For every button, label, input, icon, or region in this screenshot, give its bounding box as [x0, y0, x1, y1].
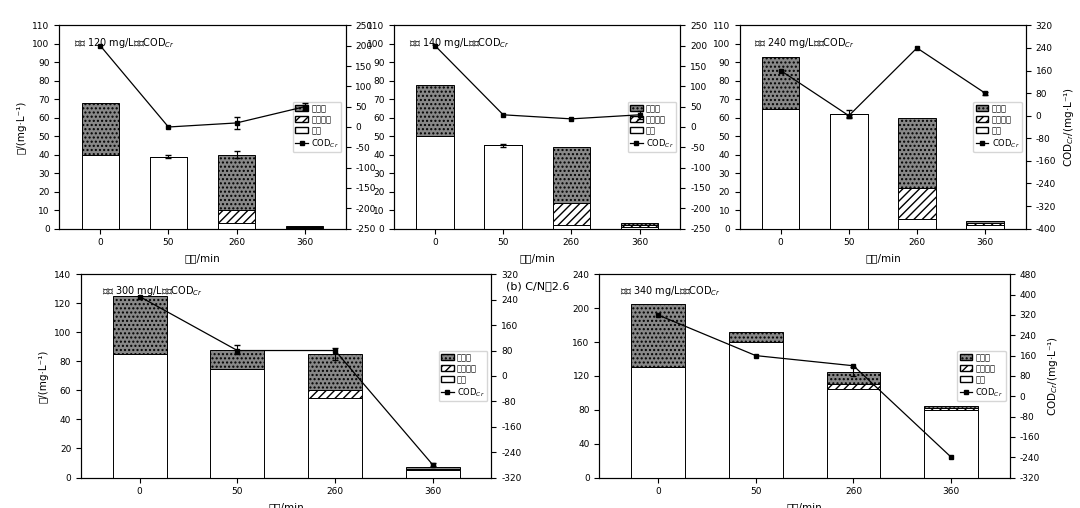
- Bar: [924, 405, 978, 408]
- Bar: [729, 332, 783, 342]
- Bar: [308, 398, 362, 478]
- Bar: [406, 470, 460, 478]
- Y-axis label: 氮/(mg·L⁻¹): 氮/(mg·L⁻¹): [39, 349, 49, 403]
- Bar: [112, 296, 166, 354]
- Bar: [924, 410, 978, 478]
- Bar: [899, 188, 935, 219]
- Bar: [112, 354, 166, 478]
- Y-axis label: COD$_{Cr}$/(mg·L⁻¹): COD$_{Cr}$/(mg·L⁻¹): [1062, 87, 1076, 167]
- Bar: [826, 385, 880, 389]
- Bar: [621, 227, 658, 229]
- Bar: [308, 391, 362, 398]
- Bar: [826, 372, 880, 385]
- Text: (c) C/N为2.2: (c) C/N为2.2: [851, 281, 915, 292]
- X-axis label: 时间/min: 时间/min: [519, 253, 555, 263]
- Bar: [82, 103, 119, 155]
- Bar: [406, 467, 460, 469]
- Bar: [924, 408, 978, 410]
- Bar: [967, 223, 1003, 225]
- Bar: [762, 57, 799, 109]
- Bar: [899, 219, 935, 229]
- Bar: [553, 203, 590, 225]
- X-axis label: 时间/min: 时间/min: [185, 253, 220, 263]
- Legend: 硝态氮, 亚硝态氮, 氨氮, COD$_{Cr}$: 硝态氮, 亚硝态氮, 氨氮, COD$_{Cr}$: [627, 102, 676, 152]
- Text: 投加 300 mg/L外源COD$_{Cr}$: 投加 300 mg/L外源COD$_{Cr}$: [102, 284, 202, 299]
- Bar: [899, 118, 935, 188]
- X-axis label: 时间/min: 时间/min: [268, 502, 305, 508]
- Bar: [150, 156, 187, 229]
- Bar: [417, 136, 454, 229]
- Bar: [286, 227, 323, 228]
- Bar: [967, 225, 1003, 229]
- Legend: 硝态氮, 亚硝态氮, 氨氮, COD$_{Cr}$: 硝态氮, 亚硝态氮, 氨氮, COD$_{Cr}$: [293, 102, 341, 152]
- Bar: [218, 223, 255, 229]
- Text: 投加 240 mg/L外源COD$_{Cr}$: 投加 240 mg/L外源COD$_{Cr}$: [754, 36, 855, 50]
- Bar: [621, 225, 658, 227]
- X-axis label: 时间/min: 时间/min: [786, 502, 823, 508]
- Bar: [485, 145, 522, 229]
- Bar: [211, 350, 265, 369]
- Bar: [286, 228, 323, 229]
- Bar: [553, 147, 590, 203]
- Bar: [286, 226, 323, 227]
- Bar: [831, 114, 867, 229]
- Y-axis label: 氮/(mg·L⁻¹): 氮/(mg·L⁻¹): [17, 100, 27, 154]
- Bar: [211, 369, 265, 478]
- Bar: [218, 210, 255, 223]
- Legend: 硝态氮, 亚硝态氮, 氨氮, COD$_{Cr}$: 硝态氮, 亚硝态氮, 氨氮, COD$_{Cr}$: [973, 102, 1022, 152]
- Bar: [621, 223, 658, 225]
- Text: 投加 120 mg/L外源COD$_{Cr}$: 投加 120 mg/L外源COD$_{Cr}$: [73, 36, 175, 50]
- Bar: [553, 225, 590, 229]
- Legend: 硝态氮, 亚硝态氮, 氨氮, COD$_{Cr}$: 硝态氮, 亚硝态氮, 氨氮, COD$_{Cr}$: [957, 351, 1005, 401]
- Bar: [417, 84, 454, 136]
- Bar: [308, 354, 362, 391]
- Bar: [762, 109, 799, 229]
- Text: 投加 340 mg/L外源COD$_{Cr}$: 投加 340 mg/L外源COD$_{Cr}$: [620, 284, 720, 299]
- Bar: [967, 221, 1003, 223]
- Text: 投加 140 mg/L外源COD$_{Cr}$: 投加 140 mg/L外源COD$_{Cr}$: [408, 36, 510, 50]
- Bar: [631, 304, 685, 367]
- Y-axis label: COD$_{Cr}$/(mg·L⁻¹): COD$_{Cr}$/(mg·L⁻¹): [1045, 336, 1059, 416]
- Bar: [826, 389, 880, 478]
- Bar: [631, 367, 685, 478]
- X-axis label: 时间/min: 时间/min: [865, 253, 901, 263]
- Bar: [82, 155, 119, 229]
- Bar: [729, 342, 783, 478]
- Text: (a) C/N为3: (a) C/N为3: [176, 281, 229, 292]
- Bar: [406, 469, 460, 470]
- Bar: [218, 155, 255, 210]
- Legend: 硝态氮, 亚硝态氮, 氨氮, COD$_{Cr}$: 硝态氮, 亚硝态氮, 氨氮, COD$_{Cr}$: [438, 351, 487, 401]
- Text: (b) C/N为2.6: (b) C/N为2.6: [505, 281, 569, 292]
